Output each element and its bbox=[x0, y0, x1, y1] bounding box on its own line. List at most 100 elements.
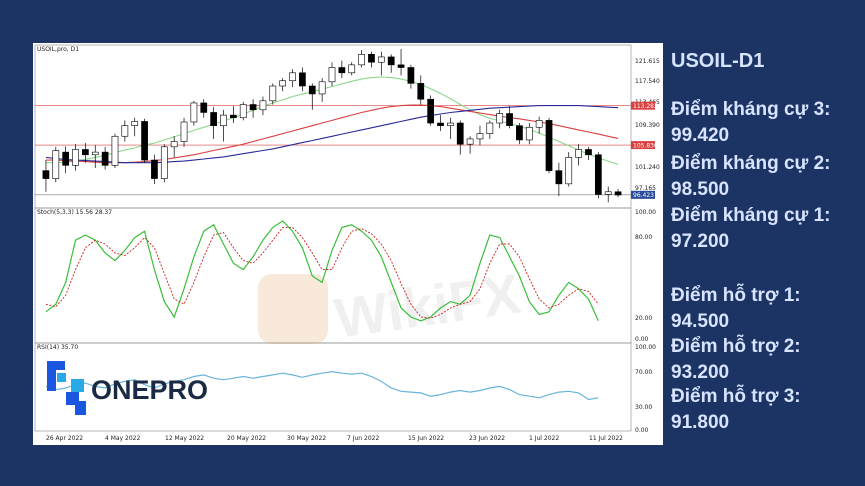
candle bbox=[180, 117, 188, 147]
candle-body bbox=[348, 64, 356, 74]
candle bbox=[456, 120, 464, 155]
candle-body bbox=[200, 102, 208, 113]
candle-body bbox=[496, 113, 504, 124]
candle-body bbox=[210, 112, 217, 126]
candle-body bbox=[535, 120, 543, 128]
candle-body bbox=[308, 85, 316, 95]
candle-body bbox=[486, 122, 494, 134]
stoch-tick: 20.00 bbox=[635, 315, 652, 322]
candle bbox=[506, 106, 513, 129]
rsi-layer bbox=[45, 370, 599, 401]
candle bbox=[308, 83, 316, 110]
candle bbox=[239, 101, 247, 121]
candle bbox=[348, 62, 356, 76]
resistance-3-value: 99.420 bbox=[671, 125, 730, 146]
candle-body bbox=[387, 56, 395, 66]
candle bbox=[585, 146, 592, 161]
price-tick: 101.240 bbox=[635, 164, 660, 171]
onepro-logo-icon bbox=[47, 361, 86, 415]
candle bbox=[516, 123, 523, 145]
stoch-tick: 100.00 bbox=[635, 209, 656, 216]
x-tick: 11 Jul 2022 bbox=[589, 435, 623, 442]
candle-body bbox=[42, 170, 50, 179]
candle-body bbox=[328, 67, 336, 83]
price-tag-text: 105.830 bbox=[633, 142, 658, 149]
rsi-tick: 30.00 bbox=[635, 404, 652, 411]
candle-body bbox=[62, 151, 70, 166]
x-tick: 23 Jun 2022 bbox=[469, 435, 505, 442]
x-axis-labels: 26 Apr 2022 4 May 2022 12 May 2022 20 Ma… bbox=[46, 435, 623, 442]
candle-body bbox=[239, 104, 247, 119]
candle bbox=[200, 99, 208, 118]
candle-body bbox=[594, 154, 602, 195]
price-y-ticks: 121.615 117.540 113.465 109.390 101.240 … bbox=[635, 58, 660, 192]
resistance-1-label: Điểm kháng cự 1: bbox=[671, 205, 831, 226]
candle bbox=[486, 120, 494, 139]
stoch-layer bbox=[45, 220, 599, 322]
onepro-logo: ONEPRO bbox=[47, 361, 208, 415]
candle-body bbox=[151, 159, 158, 179]
x-tick: 26 Apr 2022 bbox=[46, 435, 83, 442]
oscillator-line bbox=[45, 370, 599, 401]
side-panel-title: USOIL-D1 bbox=[671, 50, 765, 72]
candle-body bbox=[180, 121, 188, 142]
support-1-value: 94.500 bbox=[671, 311, 730, 332]
support-2-label: Điểm hỗ trợ 2: bbox=[671, 336, 801, 357]
candle-body bbox=[456, 122, 464, 145]
candle-body bbox=[604, 191, 612, 195]
candle bbox=[72, 144, 79, 171]
candle-body bbox=[259, 100, 267, 111]
price-layer: 113.283 105.830 96.423 bbox=[35, 49, 658, 203]
rsi-tick: 0.00 bbox=[635, 427, 649, 434]
watermark-text: WikiFX bbox=[331, 262, 524, 350]
price-tick: 117.540 bbox=[635, 78, 660, 85]
candle bbox=[437, 115, 444, 131]
candle-body bbox=[525, 126, 533, 141]
candle-body bbox=[289, 72, 296, 82]
candle bbox=[249, 99, 257, 118]
rsi-panel-label: RSI(14) 35.70 bbox=[37, 344, 78, 351]
watermark-logo-icon bbox=[258, 274, 328, 344]
candle-body bbox=[447, 122, 454, 126]
candle bbox=[299, 67, 306, 92]
candle-body bbox=[466, 138, 474, 145]
candle-body bbox=[545, 120, 553, 171]
candle-body bbox=[614, 191, 622, 196]
candle-body bbox=[575, 149, 582, 158]
candle-body bbox=[101, 151, 109, 166]
candle bbox=[160, 144, 168, 183]
candle-body bbox=[377, 56, 385, 63]
stoch-panel-label: Stoch(5,3,3) 15.56 28.37 bbox=[37, 209, 112, 216]
candle-body bbox=[368, 53, 375, 63]
price-tag bbox=[631, 190, 655, 199]
candle bbox=[52, 146, 60, 183]
candle-body bbox=[585, 149, 592, 156]
rsi-y-ticks: 100.00 70.00 30.00 0.00 bbox=[635, 344, 656, 434]
price-tag bbox=[631, 101, 655, 110]
price-tick: 97.165 bbox=[635, 185, 656, 192]
candle bbox=[170, 136, 178, 158]
stoch-panel-frame bbox=[34, 207, 632, 344]
candle bbox=[604, 186, 612, 203]
candle bbox=[377, 51, 385, 76]
candle bbox=[496, 109, 504, 129]
candle bbox=[190, 100, 198, 126]
candle bbox=[535, 116, 543, 134]
chart-frame: WikiFX USOIL,pro, D1 Stoch(5,3,3) 15.56 … bbox=[33, 43, 663, 445]
oscillator-line bbox=[45, 226, 599, 319]
price-tag-text: 113.283 bbox=[633, 103, 658, 110]
candle bbox=[101, 146, 109, 170]
candle bbox=[466, 136, 474, 154]
candle bbox=[565, 152, 573, 187]
resistance-2-value: 98.500 bbox=[671, 179, 730, 200]
candle bbox=[594, 152, 602, 199]
candle-body bbox=[269, 85, 277, 102]
stoch-tick: 0.00 bbox=[635, 336, 649, 343]
candle-body bbox=[299, 72, 306, 87]
candle bbox=[358, 50, 365, 68]
candle bbox=[111, 133, 119, 168]
candle bbox=[91, 145, 99, 168]
resistance-3-label: Điểm kháng cự 3: bbox=[671, 99, 831, 120]
x-tick: 15 Jun 2022 bbox=[408, 435, 444, 442]
x-tick: 12 May 2022 bbox=[165, 435, 204, 442]
